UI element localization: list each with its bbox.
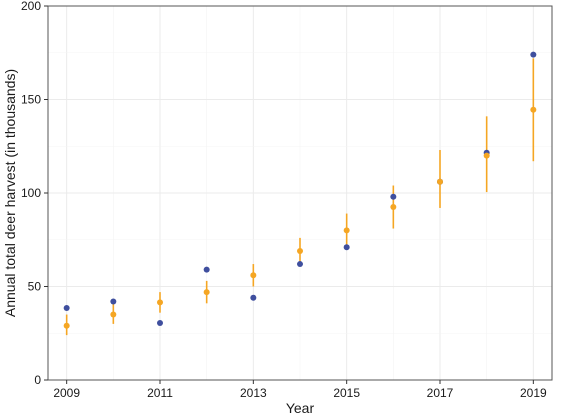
- grid: [48, 5, 552, 381]
- y-tick-label: 200: [21, 0, 41, 13]
- x-tick-label: 2009: [53, 386, 80, 400]
- orange-data-point: [203, 289, 210, 296]
- y-tick-label: 0: [34, 373, 41, 387]
- x-tick-label: 2019: [520, 386, 547, 400]
- orange-data-point: [530, 106, 537, 113]
- orange-data-point: [297, 247, 303, 254]
- x-axis-title: Year: [286, 400, 315, 416]
- blue-data-point: [63, 305, 70, 312]
- orange-data-point: [110, 311, 117, 318]
- y-axis-title: Annual total deer harvest (in thousands): [2, 69, 18, 317]
- data-points: [63, 51, 537, 329]
- blue-data-point: [390, 193, 397, 200]
- orange-data-point: [250, 272, 257, 279]
- x-tick-label: 2011: [147, 386, 173, 400]
- x-tick-label: 2017: [427, 386, 454, 400]
- orange-data-point: [343, 227, 350, 234]
- axis-ticks: 2009 2011 2013 2015 2017 2019 0 50 100 150 200: [21, 0, 547, 400]
- blue-data-point: [203, 266, 210, 273]
- blue-data-point: [343, 244, 350, 251]
- orange-data-point: [437, 178, 443, 185]
- x-tick-label: 2013: [240, 386, 267, 400]
- blue-data-point: [250, 294, 257, 301]
- orange-data-point: [483, 152, 490, 159]
- blue-data-point: [157, 319, 163, 326]
- blue-data-point: [110, 298, 117, 305]
- blue-data-point: [297, 261, 303, 268]
- y-tick-label: 150: [21, 93, 41, 107]
- orange-data-point: [63, 322, 70, 329]
- orange-data-point: [390, 204, 397, 211]
- x-tick-label: 2015: [333, 386, 360, 400]
- orange-data-point: [157, 299, 163, 306]
- blue-data-point: [530, 51, 537, 58]
- y-tick-label: 50: [28, 280, 42, 294]
- y-tick-label: 100: [21, 186, 41, 200]
